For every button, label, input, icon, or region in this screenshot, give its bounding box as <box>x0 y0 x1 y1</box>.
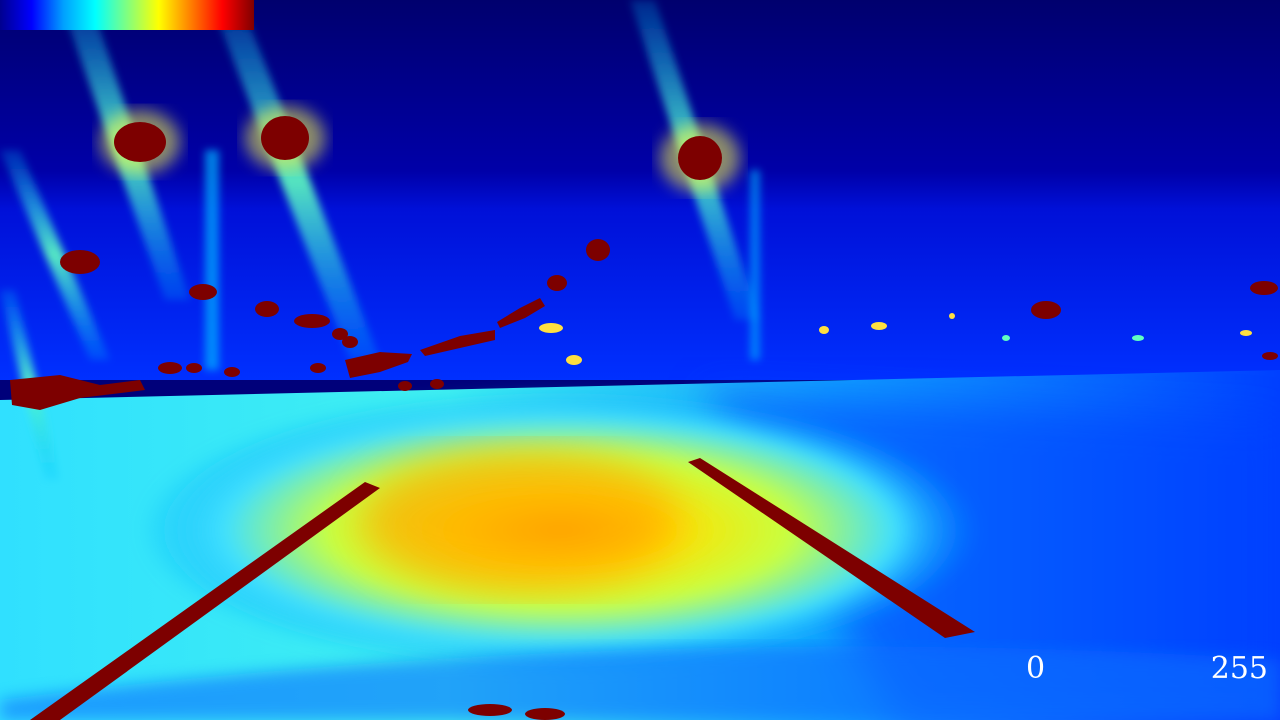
car-hood <box>0 646 1280 720</box>
bright-light-sources <box>10 116 1278 720</box>
road-hotspot <box>360 450 680 590</box>
colorbar <box>0 0 254 30</box>
colorbar-min-label: 0 <box>1026 651 1046 686</box>
colorbar-max-label: 255 <box>1210 651 1268 686</box>
sky-region <box>0 0 1280 380</box>
small-distant-lights <box>539 313 1252 365</box>
colorbar-gradient <box>0 0 254 30</box>
